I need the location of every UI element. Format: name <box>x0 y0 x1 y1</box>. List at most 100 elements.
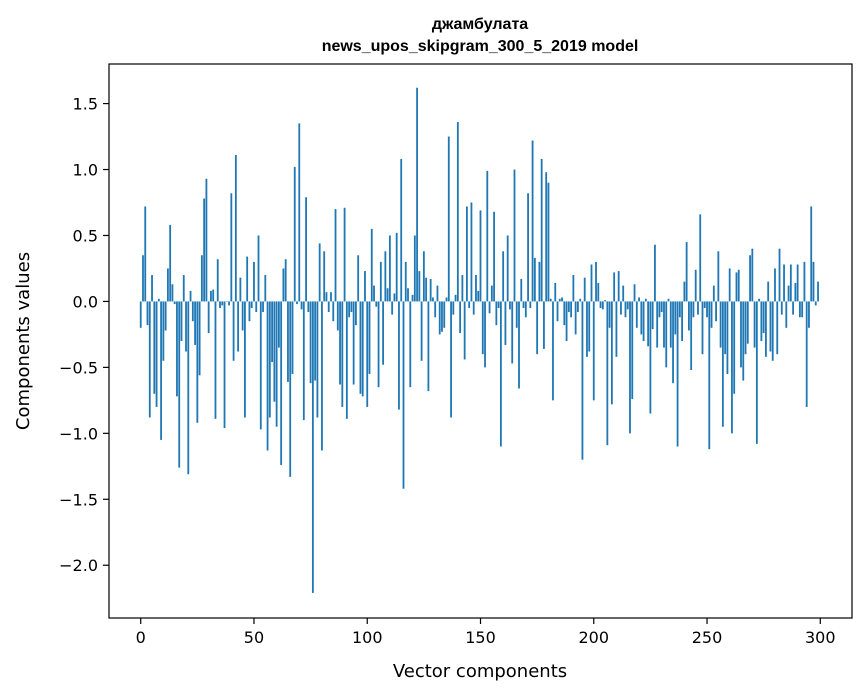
bar-99 <box>364 271 366 302</box>
bar-56 <box>266 301 269 451</box>
bar-199 <box>590 264 593 302</box>
bar-98 <box>361 301 364 397</box>
bar-249 <box>703 301 706 309</box>
bar-38 <box>225 301 228 302</box>
bar-10 <box>162 301 165 361</box>
bar-188 <box>565 301 568 341</box>
bar-107 <box>382 301 384 365</box>
bar-172 <box>529 301 532 309</box>
bar-79 <box>318 243 321 302</box>
bar-261 <box>731 301 733 434</box>
bar-39 <box>228 301 230 306</box>
bar-88 <box>339 301 341 385</box>
bar-32 <box>212 289 215 302</box>
y-axis-ticks: −2.0 −1.5 −1.0 −0.5 0.0 0.5 1.0 1.5 <box>59 95 109 575</box>
bar-298 <box>814 301 817 306</box>
bar-226 <box>651 301 654 330</box>
bar-281 <box>776 301 779 355</box>
bar-245 <box>694 269 697 302</box>
bar-127 <box>427 301 430 392</box>
bar-251 <box>708 301 711 450</box>
bar-61 <box>277 301 280 348</box>
bars-group <box>139 87 819 593</box>
bar-269 <box>749 255 751 302</box>
bar-45 <box>241 301 244 331</box>
bar-222 <box>642 301 645 341</box>
bar-271 <box>753 301 756 348</box>
bar-217 <box>631 301 634 400</box>
bar-224 <box>647 301 650 347</box>
bar-54 <box>262 301 264 312</box>
bar-43 <box>237 301 240 352</box>
bar-126 <box>425 277 428 302</box>
bar-262 <box>733 301 736 394</box>
bar-84 <box>330 292 332 302</box>
bar-142 <box>461 275 464 302</box>
y-tick-label: 0.5 <box>73 226 98 245</box>
bar-193 <box>577 301 579 312</box>
bar-275 <box>762 301 765 334</box>
bar-192 <box>574 301 577 335</box>
bar-124 <box>420 301 423 361</box>
bar-128 <box>429 279 432 302</box>
bar-65 <box>287 301 289 382</box>
bar-263 <box>735 272 738 302</box>
bar-101 <box>368 301 371 374</box>
bar-108 <box>384 251 387 302</box>
bar-34 <box>216 259 219 302</box>
bar-132 <box>438 301 441 335</box>
bar-164 <box>511 301 514 364</box>
bar-174 <box>533 257 536 302</box>
bar-46 <box>244 301 246 418</box>
bar-114 <box>398 301 400 410</box>
bar-152 <box>484 301 486 368</box>
bar-214 <box>624 301 627 318</box>
bar-8 <box>157 298 160 302</box>
bar-29 <box>205 178 208 302</box>
bar-42 <box>234 155 237 302</box>
bar-225 <box>649 301 652 414</box>
x-tick-label: 50 <box>244 628 264 647</box>
bar-73 <box>305 197 307 302</box>
bar-106 <box>379 261 382 302</box>
bar-3 <box>146 301 149 326</box>
bar-81 <box>323 251 326 302</box>
bar-295 <box>808 301 810 328</box>
x-axis-ticks: 0 50 100 150 200 250 300 <box>136 618 836 647</box>
bar-148 <box>475 275 477 302</box>
bar-191 <box>572 275 575 302</box>
bar-227 <box>654 244 656 302</box>
x-axis-label: Vector components <box>393 661 567 682</box>
bar-138 <box>452 301 455 315</box>
bar-33 <box>214 301 217 419</box>
bar-154 <box>488 301 491 314</box>
bar-175 <box>536 301 539 355</box>
bar-82 <box>325 292 328 302</box>
bar-169 <box>522 301 525 309</box>
bar-5 <box>151 275 153 302</box>
bar-78 <box>316 301 319 418</box>
bar-294 <box>805 301 808 407</box>
bar-197 <box>586 301 588 357</box>
bar-212 <box>620 301 622 315</box>
y-tick-label: −2.0 <box>59 556 98 575</box>
bar-248 <box>701 301 704 355</box>
bar-134 <box>443 301 446 328</box>
bar-119 <box>409 301 412 388</box>
bar-170 <box>524 301 527 318</box>
bar-247 <box>699 214 702 302</box>
bar-253 <box>712 285 715 302</box>
bar-89 <box>341 301 344 407</box>
bar-20 <box>185 301 187 352</box>
bar-74 <box>307 301 310 312</box>
bar-51 <box>255 301 258 312</box>
bar-159 <box>499 301 502 447</box>
bar-97 <box>359 301 362 394</box>
bar-230 <box>660 301 663 312</box>
bar-201 <box>595 261 597 302</box>
bar-179 <box>545 172 548 302</box>
bar-68 <box>293 166 296 302</box>
x-tick-label: 250 <box>692 628 723 647</box>
bar-59 <box>273 301 276 402</box>
bar-67 <box>291 301 294 374</box>
